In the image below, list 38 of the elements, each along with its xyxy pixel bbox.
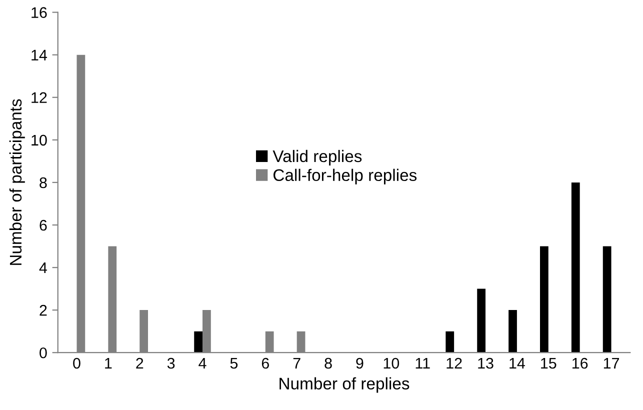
x-tick-label: 6 bbox=[262, 358, 269, 369]
y-tick-label: 16 bbox=[32, 7, 47, 18]
bar bbox=[508, 310, 517, 353]
y-tick-label: 6 bbox=[40, 220, 47, 231]
x-tick-label: 8 bbox=[324, 358, 332, 369]
bar bbox=[540, 246, 548, 353]
x-tick-label: 11 bbox=[416, 358, 430, 369]
x-tick-label: 13 bbox=[478, 358, 494, 369]
legend-label: Call-for-help replies bbox=[274, 168, 417, 184]
x-tick-label: 5 bbox=[230, 358, 238, 369]
x-tick-label: 10 bbox=[384, 358, 400, 369]
x-tick-label: 0 bbox=[73, 358, 80, 369]
x-tick-label: 16 bbox=[572, 358, 588, 369]
legend-label: Valid replies bbox=[272, 150, 362, 166]
x-tick-label: 12 bbox=[446, 358, 462, 369]
x-tick-label: 15 bbox=[541, 358, 556, 369]
x-tick-label: 4 bbox=[198, 358, 206, 369]
x-tick-label: 2 bbox=[136, 358, 144, 369]
x-tick-label: 1 bbox=[105, 358, 112, 369]
x-tick-label: 17 bbox=[604, 358, 620, 369]
x-tick-label: 14 bbox=[510, 358, 525, 369]
y-tick-label: 4 bbox=[39, 262, 48, 274]
y-tick-label: 12 bbox=[32, 92, 47, 103]
y-axis-title: Number of participants bbox=[9, 99, 25, 265]
y-tick-label: 8 bbox=[40, 177, 47, 188]
y-tick-label: 0 bbox=[40, 347, 47, 358]
y-tick-label: 14 bbox=[32, 50, 48, 60]
y-tick-label: 10 bbox=[32, 134, 47, 146]
x-axis-title: Number of replies bbox=[280, 377, 410, 393]
y-tick-label: 2 bbox=[40, 304, 47, 316]
bar bbox=[477, 288, 486, 353]
x-tick-label: 9 bbox=[356, 358, 364, 369]
bar bbox=[571, 182, 580, 353]
bar bbox=[446, 331, 454, 353]
x-tick-label: 3 bbox=[167, 358, 175, 369]
x-tick-label: 7 bbox=[293, 358, 300, 369]
bar bbox=[194, 331, 203, 353]
bar bbox=[602, 246, 612, 353]
